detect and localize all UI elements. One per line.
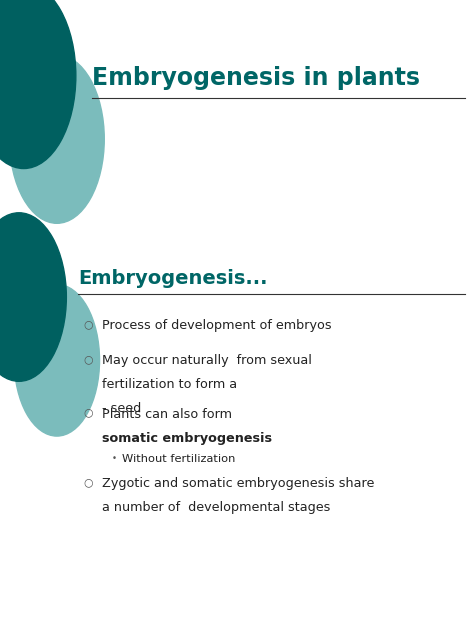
Text: Plants can also form: Plants can also form	[102, 408, 236, 421]
Text: Without fertilization: Without fertilization	[122, 454, 236, 465]
Ellipse shape	[14, 284, 100, 436]
Text: May occur naturally  from sexual: May occur naturally from sexual	[102, 354, 312, 367]
Text: fertilization to form a: fertilization to form a	[102, 378, 245, 391]
Text: ○: ○	[83, 319, 92, 329]
Text: Zygotic and somatic embryogenesis share: Zygotic and somatic embryogenesis share	[102, 477, 374, 490]
Text: ○: ○	[83, 408, 92, 418]
Ellipse shape	[9, 55, 104, 223]
Text: - seed: - seed	[102, 402, 141, 415]
Text: ○: ○	[83, 354, 92, 364]
Text: Process of development of embryos: Process of development of embryos	[102, 319, 331, 332]
Text: •: •	[111, 454, 117, 463]
Text: Embryogenesis...: Embryogenesis...	[78, 269, 268, 288]
Text: a number of  developmental stages: a number of developmental stages	[102, 501, 330, 514]
Text: Embryogenesis in plants: Embryogenesis in plants	[92, 66, 420, 90]
Ellipse shape	[0, 213, 66, 381]
Text: ○: ○	[83, 477, 92, 487]
Ellipse shape	[0, 0, 76, 169]
Text: somatic embryogenesis: somatic embryogenesis	[102, 432, 272, 445]
